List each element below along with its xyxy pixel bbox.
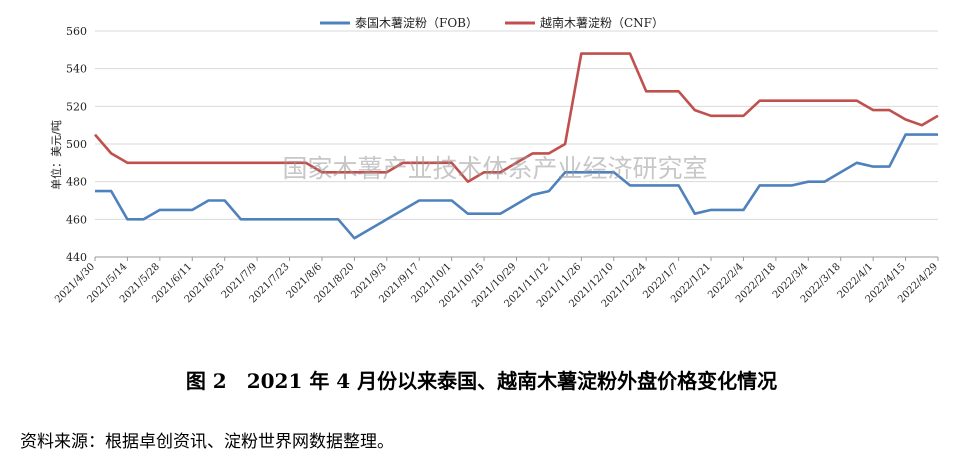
series-line-thailand-fob — [95, 133, 938, 240]
source-note: 资料来源：根据卓创资讯、淀粉世界网数据整理。 — [20, 432, 394, 452]
line-chart: 440 460 480 500 520 540 560 2021/4/302021/5/14… — [49, 15, 940, 310]
y-tick-label: 460 — [66, 213, 87, 226]
series-lines — [94, 52, 939, 240]
watermark-text: 国家木薯产业技术体系产业经济研究室 — [282, 154, 707, 183]
y-tick-label: 500 — [66, 138, 87, 151]
legend-label-vietnam: 越南木薯淀粉（CNF） — [540, 15, 664, 30]
figure-caption: 图 2 2021 年 4 月份以来泰国、越南木薯淀粉外盘价格变化情况 — [185, 369, 778, 393]
y-tick-label: 540 — [66, 63, 87, 76]
y-tick-label: 560 — [66, 25, 87, 38]
x-axis-ticks: 2021/4/302021/5/142021/5/282021/6/112021… — [53, 257, 940, 310]
series-line-vietnam-cnf — [94, 52, 939, 183]
y-tick-label: 440 — [66, 251, 87, 264]
y-axis-label: 单位：美元/吨 — [49, 120, 63, 190]
y-axis-ticks: 440 460 480 500 520 540 560 — [66, 25, 87, 264]
legend-label-thailand: 泰国木薯淀粉（FOB） — [355, 16, 478, 30]
grid-lines — [95, 30, 938, 258]
y-tick-label: 480 — [66, 176, 87, 189]
y-tick-label: 520 — [66, 100, 87, 113]
legend: 泰国木薯淀粉（FOB） 越南木薯淀粉（CNF） — [320, 15, 664, 30]
